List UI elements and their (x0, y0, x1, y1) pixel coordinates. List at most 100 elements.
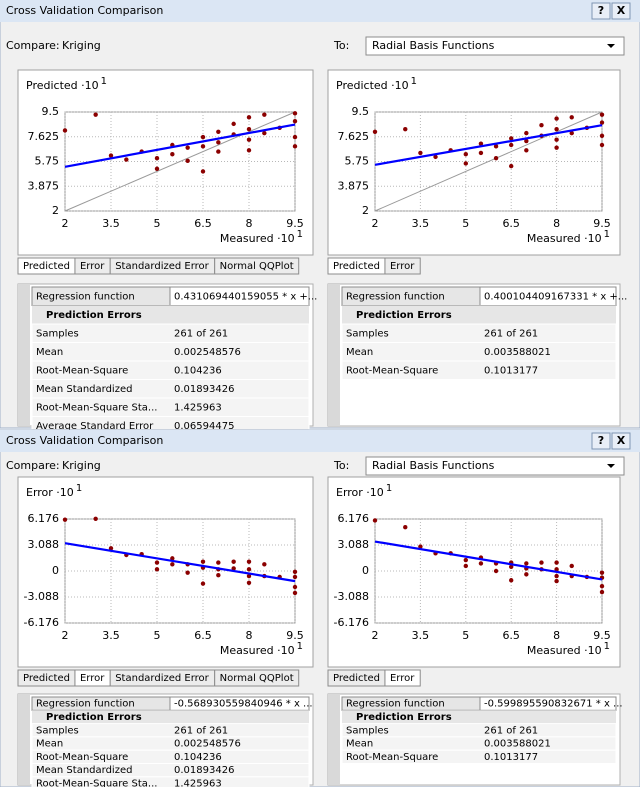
data-point (62, 517, 68, 522)
y-axis-label: Error ·10 (336, 486, 384, 499)
data-point (524, 148, 529, 153)
row-header-strip (328, 284, 340, 426)
tab[interactable] (214, 257, 300, 275)
cell-value: 1.425963 (174, 778, 222, 787)
cell-label: Average Standard Error (36, 421, 154, 432)
tab-label[interactable]: Predicted (333, 673, 380, 684)
x-tick-label: 3.5 (102, 217, 120, 230)
help-button[interactable] (591, 2, 611, 20)
help-icon[interactable]: ? (598, 434, 604, 447)
y-tick-label: 3.875 (28, 179, 60, 192)
data-point (292, 144, 298, 149)
compare-label: Compare: (6, 39, 60, 52)
data-point (262, 112, 267, 117)
y-tick-label: -6.176 (334, 616, 369, 629)
cell-label: Mean Standardized (36, 765, 132, 776)
y-tick-label: 2 (52, 204, 59, 217)
dropdown-arrow[interactable] (607, 464, 615, 468)
close-icon[interactable]: X (617, 434, 626, 447)
data-point (478, 561, 484, 566)
close-icon[interactable]: X (617, 4, 626, 17)
tab-label[interactable]: Error (80, 673, 105, 684)
data-point (185, 570, 190, 575)
data-point (62, 128, 68, 133)
tab-label[interactable]: Normal QQPlot (220, 673, 294, 684)
cell-value: 0.003588021 (484, 739, 551, 750)
cell-value: 0.104236 (174, 752, 222, 763)
y-axis-label: Predicted ·10 (336, 79, 409, 92)
x-tick-label: 2 (372, 629, 379, 642)
dropdown-value[interactable]: Radial Basis Functions (372, 459, 495, 472)
data-point (231, 559, 236, 564)
tab-label[interactable]: Standardized Error (115, 673, 209, 684)
data-point (599, 589, 605, 595)
data-point (509, 142, 514, 148)
table-row (341, 736, 617, 751)
dialog-window: Cross Validation Comparison? X Compare: Kri… (0, 429, 640, 787)
data-point (246, 580, 252, 585)
regression-line (374, 540, 603, 581)
title-bar (0, 430, 640, 452)
data-point (231, 566, 236, 571)
data-point (524, 572, 529, 577)
row-header-strip (328, 694, 340, 785)
data-point (292, 569, 298, 575)
x-tick-label: 2 (62, 629, 69, 642)
regression-value: -0.568930559840946 * x ... (174, 699, 313, 710)
data-point (154, 156, 160, 161)
section-title: Prediction Errors (46, 310, 142, 321)
dropdown[interactable] (365, 36, 625, 56)
data-point (493, 144, 499, 149)
tab-label[interactable]: Predicted (333, 261, 380, 272)
cell-label: Root-Mean-Square Sta... (36, 778, 157, 787)
tab[interactable] (214, 669, 300, 687)
data-point (554, 116, 559, 121)
dropdown-value[interactable]: Radial Basis Functions (372, 39, 495, 52)
tab-label[interactable]: Error (390, 673, 415, 684)
data-point (509, 578, 514, 583)
y-tick-label: 2 (362, 204, 369, 217)
cell-label: Samples (36, 725, 79, 736)
tab-label[interactable]: Standardized Error (115, 261, 209, 272)
regression-label: Regression function (36, 699, 135, 710)
tab-label[interactable]: Normal QQPlot (220, 261, 294, 272)
data-point (569, 115, 574, 120)
x-axis-label-exponent: 1 (604, 229, 610, 240)
tab[interactable] (384, 669, 421, 687)
tab-label[interactable]: Predicted (23, 673, 70, 684)
data-point (554, 578, 559, 584)
y-tick-label: 9.5 (352, 105, 370, 118)
help-icon[interactable]: ? (598, 4, 604, 17)
data-point (539, 560, 544, 565)
y-tick-label: 5.75 (35, 155, 60, 168)
cell-value: 0.06594475 (174, 421, 234, 432)
x-tick-label: 9.5 (286, 217, 304, 230)
help-button[interactable] (591, 432, 611, 450)
data-point (463, 152, 468, 157)
dropdown-arrow[interactable] (607, 44, 615, 48)
cell-value: 261 of 261 (174, 725, 228, 736)
dropdown[interactable] (365, 456, 625, 476)
tab-label[interactable]: Error (80, 261, 105, 272)
tab-label[interactable]: Predicted (23, 261, 70, 272)
cell-label: Root-Mean-Square (36, 365, 128, 376)
data-point (524, 130, 529, 136)
close-button[interactable] (611, 2, 631, 20)
data-point (292, 590, 298, 596)
data-point (463, 557, 468, 563)
compare-label: Compare: (6, 459, 60, 472)
data-point (93, 112, 98, 117)
data-point (403, 525, 408, 530)
tab-label[interactable]: Error (390, 261, 415, 272)
x-axis-label-exponent: 1 (297, 229, 303, 240)
data-point (200, 134, 206, 140)
tab[interactable] (384, 257, 421, 275)
cell-label: Mean (346, 739, 373, 750)
x-axis-label: Measured ·10 (220, 232, 295, 245)
y-axis-label: Error ·10 (26, 486, 74, 499)
regression-line (64, 542, 296, 583)
x-axis-label: Measured ·10 (220, 644, 295, 657)
data-point (185, 145, 190, 150)
close-button[interactable] (611, 432, 631, 450)
cell-value: 0.1013177 (484, 365, 538, 376)
